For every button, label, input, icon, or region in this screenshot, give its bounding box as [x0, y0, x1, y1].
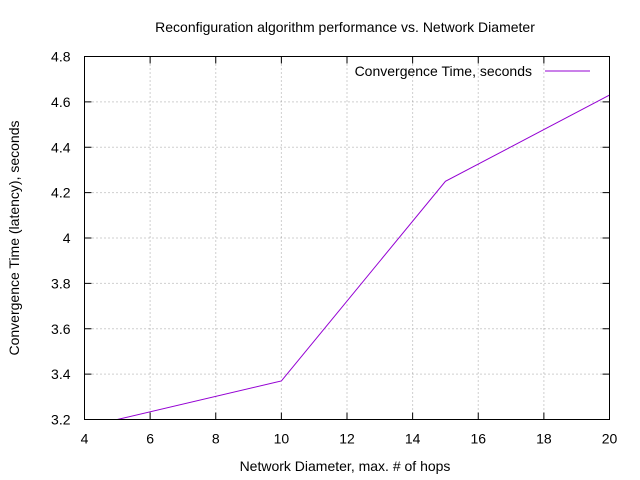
chart-title: Reconfiguration algorithm performance vs…: [155, 19, 535, 35]
y-tick-label: 3.2: [51, 412, 71, 428]
grid-lines: [84, 56, 610, 420]
series-line: [117, 94, 610, 420]
legend: Convergence Time, seconds: [355, 63, 590, 79]
plot-frame: [84, 56, 610, 420]
x-tick-label: 18: [536, 431, 552, 447]
y-tick-label: 4: [63, 230, 71, 246]
y-tick-label: 4.4: [51, 139, 71, 155]
y-tick-label: 3.8: [51, 275, 71, 291]
y-tick-label: 4.8: [51, 49, 71, 65]
y-axis-label: Convergence Time (latency), seconds: [6, 121, 22, 356]
x-tick-label: 4: [81, 431, 89, 447]
y-tick-label: 4.6: [51, 94, 71, 110]
y-tick-labels: 3.2 3.4 3.6 3.8 4 4.2 4.4 4.6 4.8: [51, 49, 71, 428]
y-tick-label: 4.2: [51, 185, 71, 201]
x-tick-label: 10: [274, 431, 290, 447]
x-axis-label: Network Diameter, max. # of hops: [240, 458, 451, 474]
legend-label: Convergence Time, seconds: [355, 63, 532, 79]
x-tick-labels: 4 6 8 10 12 14 16 18 20: [81, 431, 618, 447]
series-lines: [117, 94, 610, 420]
x-tick-label: 6: [146, 431, 154, 447]
x-tick-label: 14: [405, 431, 421, 447]
x-tick-label: 8: [212, 431, 220, 447]
y-tick-label: 3.6: [51, 321, 71, 337]
y-tick-label: 3.4: [51, 366, 71, 382]
x-tick-label: 16: [470, 431, 486, 447]
x-tick-label: 20: [602, 431, 618, 447]
x-tick-label: 12: [339, 431, 355, 447]
